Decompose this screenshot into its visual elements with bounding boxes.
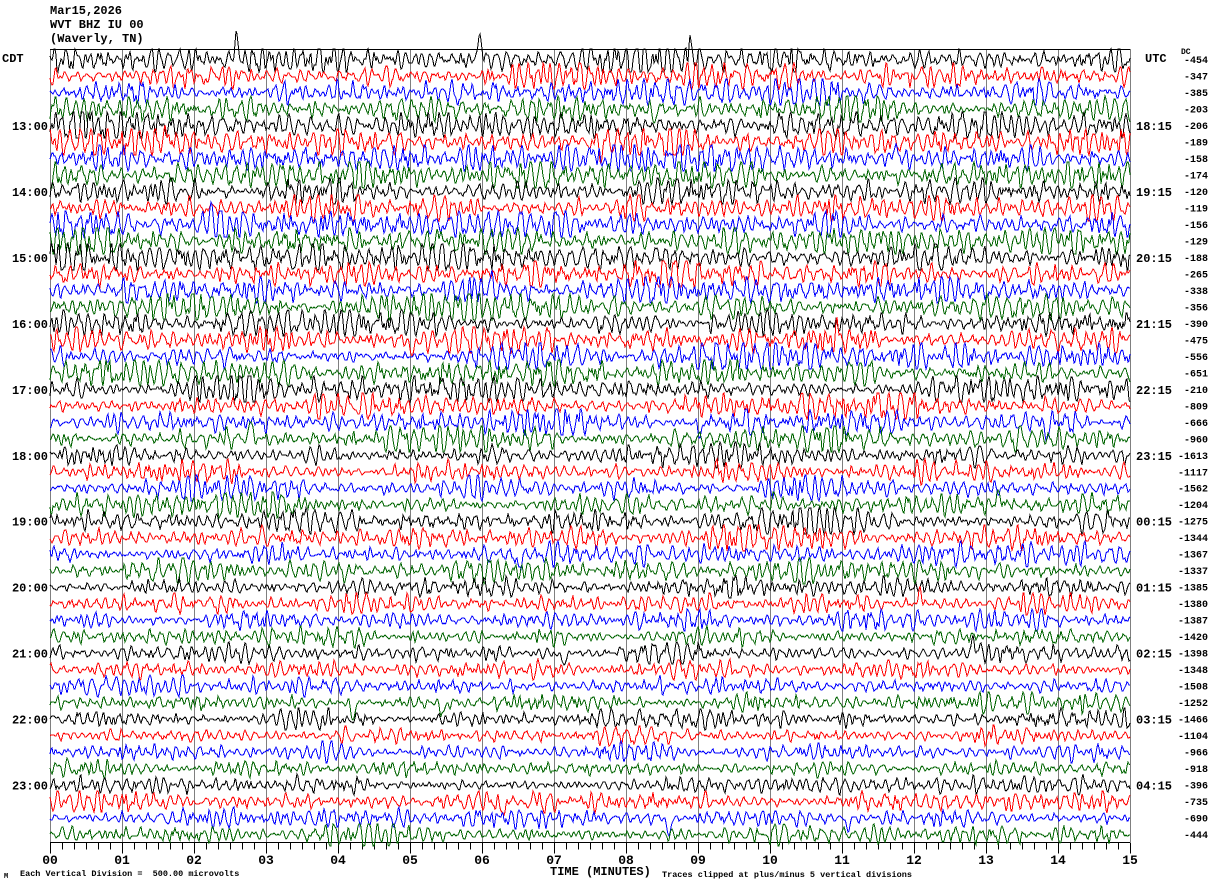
svg-text:-385: -385	[1184, 89, 1208, 100]
svg-text:-475: -475	[1184, 336, 1208, 347]
svg-text:Mar15,2026: Mar15,2026	[50, 4, 122, 18]
svg-text:-174: -174	[1184, 171, 1208, 182]
svg-text:-203: -203	[1184, 105, 1208, 116]
svg-text:(Waverly, TN): (Waverly, TN)	[50, 32, 144, 46]
svg-text:12: 12	[906, 853, 922, 868]
svg-text:11: 11	[834, 853, 850, 868]
svg-text:-556: -556	[1184, 353, 1208, 364]
svg-text:05: 05	[402, 853, 418, 868]
svg-text:04:15: 04:15	[1136, 780, 1172, 794]
svg-text:WVT BHZ IU 00: WVT BHZ IU 00	[50, 18, 144, 32]
svg-text:-1275: -1275	[1178, 518, 1208, 529]
svg-text:17:00: 17:00	[12, 384, 48, 398]
svg-text:09: 09	[690, 853, 706, 868]
svg-text:-129: -129	[1184, 237, 1208, 248]
svg-text:-1562: -1562	[1178, 485, 1208, 496]
svg-text:02:15: 02:15	[1136, 648, 1172, 662]
svg-text:-210: -210	[1184, 386, 1208, 397]
svg-text:-396: -396	[1184, 782, 1208, 793]
svg-text:-188: -188	[1184, 254, 1208, 265]
svg-text:19:00: 19:00	[12, 516, 48, 530]
svg-text:-960: -960	[1184, 435, 1208, 446]
svg-text:04: 04	[330, 853, 346, 868]
svg-text:-1344: -1344	[1178, 534, 1208, 545]
svg-text:22:15: 22:15	[1136, 384, 1172, 398]
svg-text:03:15: 03:15	[1136, 714, 1172, 728]
svg-text:-966: -966	[1184, 749, 1208, 760]
svg-text:-1252: -1252	[1178, 699, 1208, 710]
svg-text:-390: -390	[1184, 320, 1208, 331]
svg-text:-1466: -1466	[1178, 716, 1208, 727]
svg-text:Each Vertical Division = 500.: Each Vertical Division = 500.00 microvol…	[20, 869, 239, 879]
svg-text:23:00: 23:00	[12, 780, 48, 794]
svg-text:07: 07	[546, 853, 562, 868]
svg-text:M: M	[4, 873, 8, 881]
svg-text:-347: -347	[1184, 72, 1208, 83]
svg-text:CDT: CDT	[2, 52, 24, 66]
svg-text:10: 10	[762, 853, 778, 868]
svg-text:18:15: 18:15	[1136, 120, 1172, 134]
svg-text:21:15: 21:15	[1136, 318, 1172, 332]
svg-text:-690: -690	[1184, 815, 1208, 826]
svg-text:-666: -666	[1184, 419, 1208, 430]
svg-text:-206: -206	[1184, 122, 1208, 133]
svg-text:-1385: -1385	[1178, 584, 1208, 595]
svg-text:20:15: 20:15	[1136, 252, 1172, 266]
svg-text:22:00: 22:00	[12, 714, 48, 728]
svg-text:15:00: 15:00	[12, 252, 48, 266]
svg-text:-1204: -1204	[1178, 501, 1208, 512]
svg-text:-1613: -1613	[1178, 452, 1208, 463]
svg-text:-338: -338	[1184, 287, 1208, 298]
svg-text:-158: -158	[1184, 155, 1208, 166]
svg-text:-1508: -1508	[1178, 683, 1208, 694]
svg-text:02: 02	[186, 853, 202, 868]
svg-text:06: 06	[474, 853, 490, 868]
svg-text:Traces clipped at plus/minus 5: Traces clipped at plus/minus 5 vertical …	[662, 870, 912, 880]
svg-text:01:15: 01:15	[1136, 582, 1172, 596]
svg-text:TIME (MINUTES): TIME (MINUTES)	[550, 865, 651, 879]
svg-text:-1348: -1348	[1178, 666, 1208, 677]
svg-text:-1420: -1420	[1178, 633, 1208, 644]
svg-text:-454: -454	[1184, 56, 1208, 67]
svg-text:20:00: 20:00	[12, 582, 48, 596]
svg-text:16:00: 16:00	[12, 318, 48, 332]
svg-text:15: 15	[1122, 853, 1138, 868]
svg-text:-918: -918	[1184, 765, 1208, 776]
svg-text:08: 08	[618, 853, 634, 868]
svg-text:23:15: 23:15	[1136, 450, 1172, 464]
svg-text:18:00: 18:00	[12, 450, 48, 464]
svg-text:13: 13	[978, 853, 994, 868]
svg-text:14:00: 14:00	[12, 186, 48, 200]
svg-text:-356: -356	[1184, 303, 1208, 314]
svg-text:-119: -119	[1184, 204, 1208, 215]
svg-text:-735: -735	[1184, 798, 1208, 809]
svg-text:00:15: 00:15	[1136, 516, 1172, 530]
svg-text:-1104: -1104	[1178, 732, 1208, 743]
svg-text:-1367: -1367	[1178, 551, 1208, 562]
svg-text:-1117: -1117	[1178, 468, 1208, 479]
svg-text:-265: -265	[1184, 270, 1208, 281]
svg-text:-156: -156	[1184, 221, 1208, 232]
svg-text:-1337: -1337	[1178, 567, 1208, 578]
svg-text:-809: -809	[1184, 402, 1208, 413]
svg-text:19:15: 19:15	[1136, 186, 1172, 200]
svg-text:13:00: 13:00	[12, 120, 48, 134]
svg-text:00: 00	[42, 853, 58, 868]
svg-text:-1387: -1387	[1178, 617, 1208, 628]
svg-text:-189: -189	[1184, 138, 1208, 149]
svg-text:DC: DC	[1181, 48, 1191, 57]
svg-text:-651: -651	[1184, 369, 1208, 380]
svg-text:03: 03	[258, 853, 274, 868]
svg-text:01: 01	[114, 853, 130, 868]
svg-text:-1398: -1398	[1178, 650, 1208, 661]
svg-text:-444: -444	[1184, 831, 1208, 842]
svg-text:21:00: 21:00	[12, 648, 48, 662]
svg-text:UTC: UTC	[1145, 52, 1167, 66]
svg-text:-120: -120	[1184, 188, 1208, 199]
svg-text:-1380: -1380	[1178, 600, 1208, 611]
svg-text:14: 14	[1050, 853, 1066, 868]
